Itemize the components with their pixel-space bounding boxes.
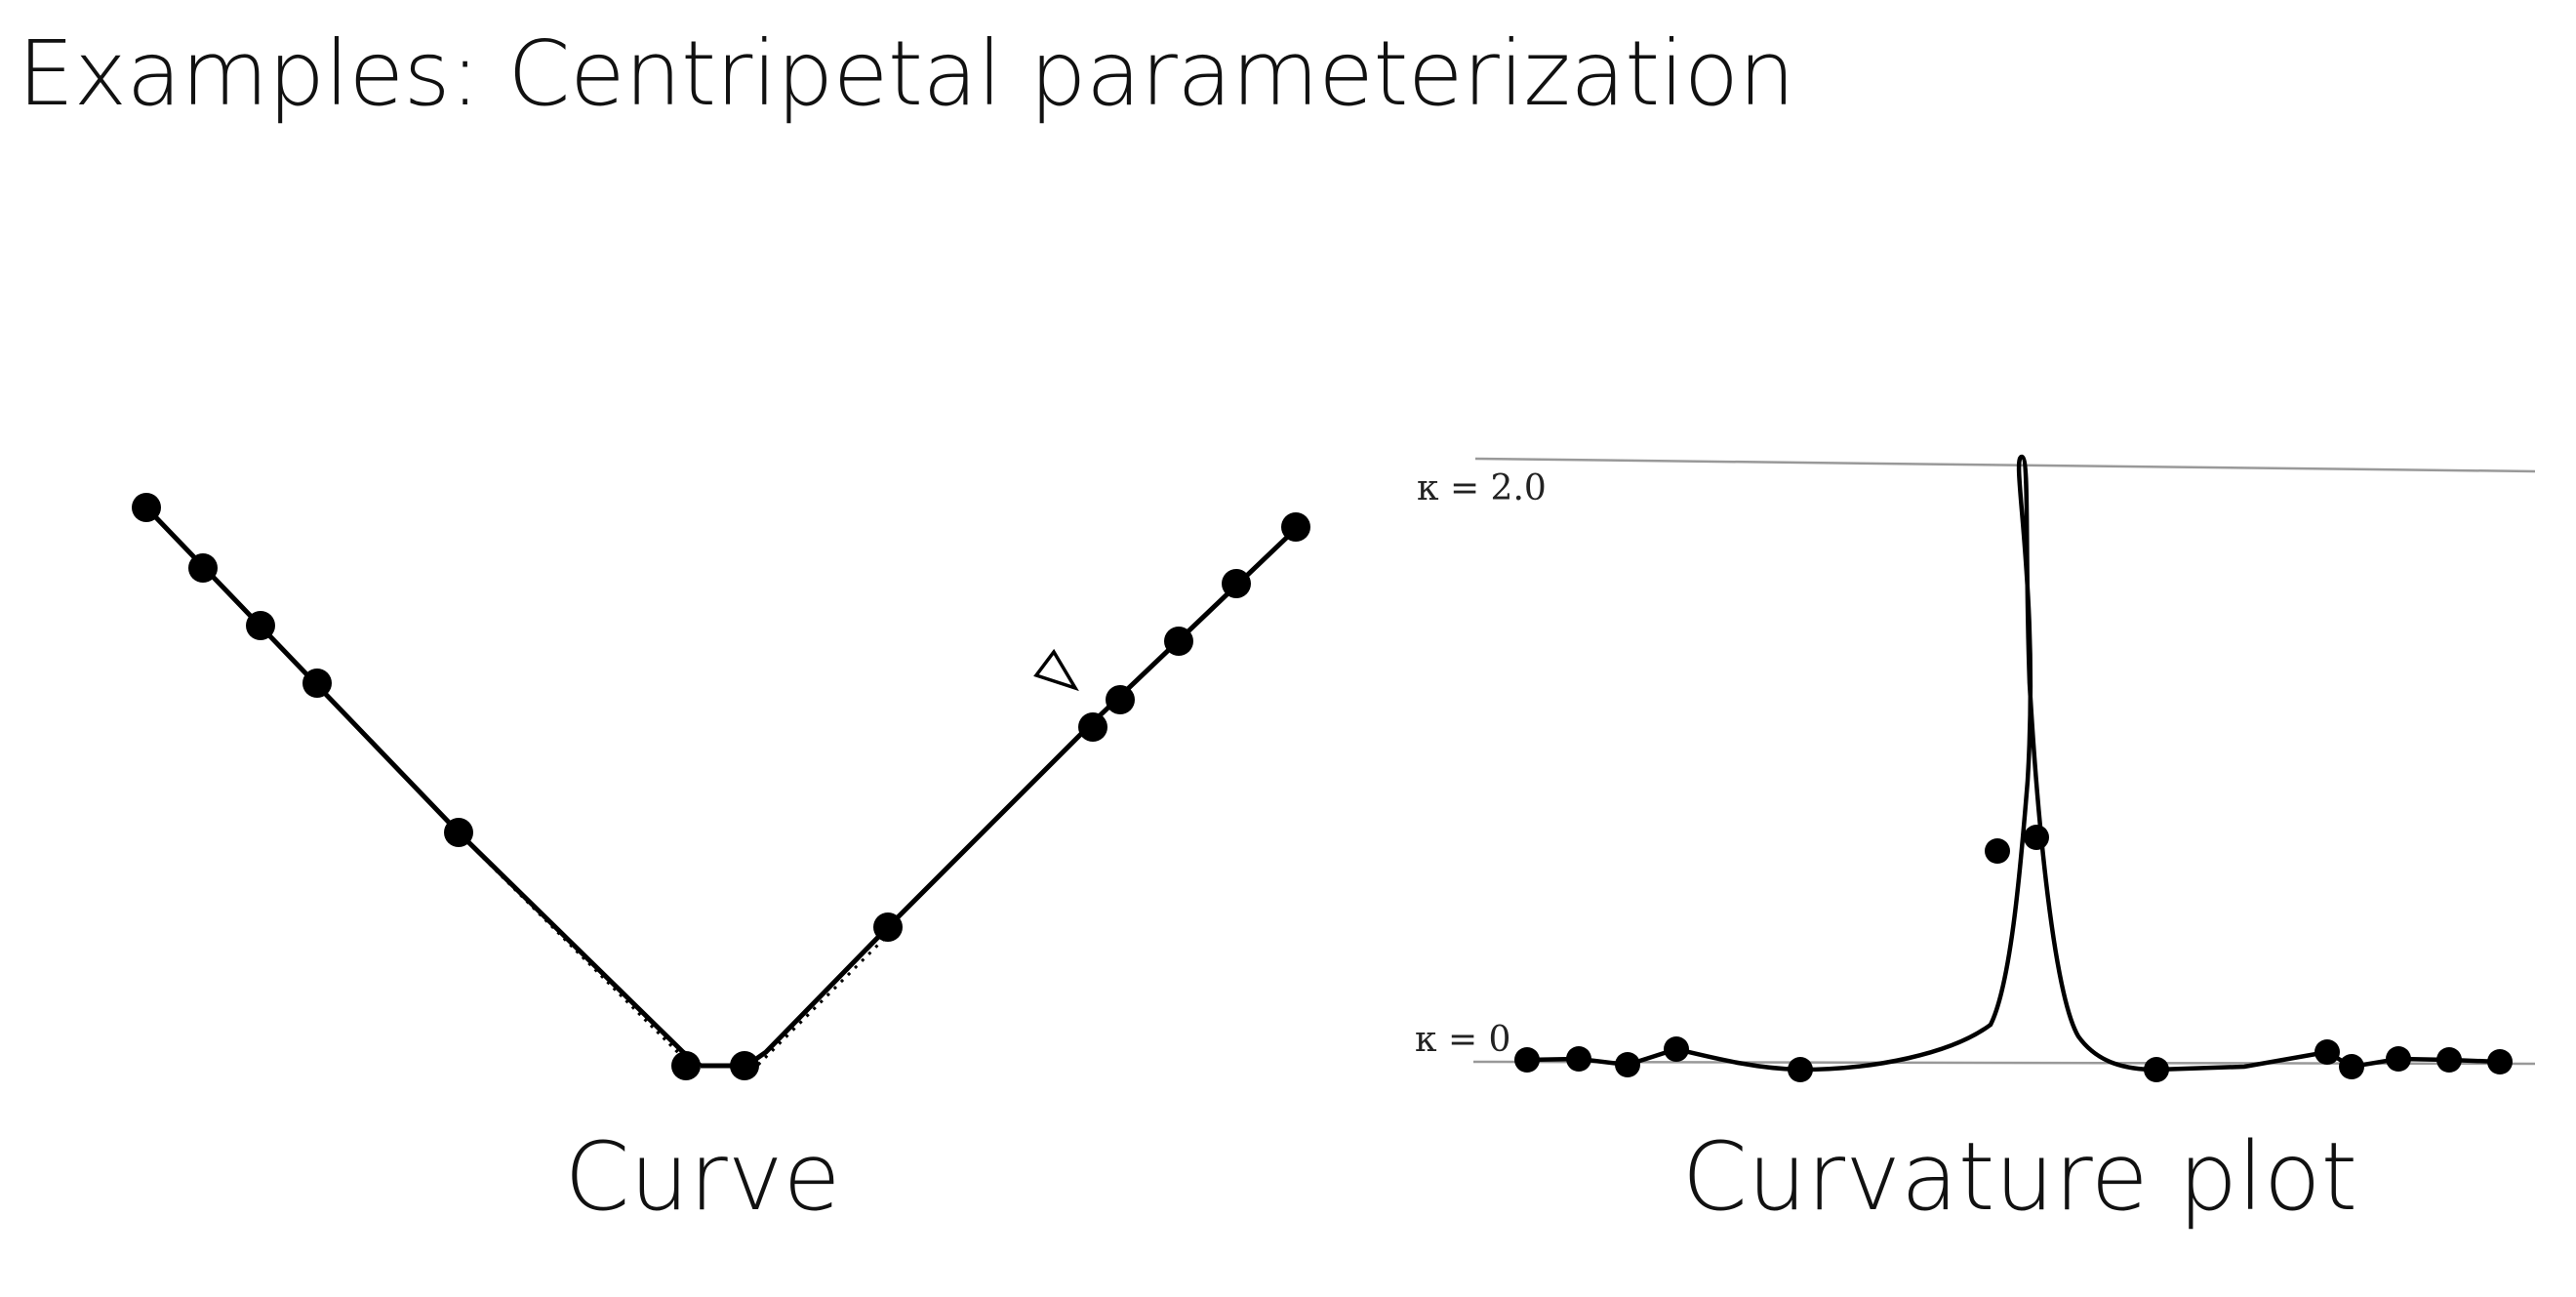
curve-right-branch: [745, 525, 1300, 1069]
curve-point: [730, 1051, 759, 1080]
curve-point: [1281, 512, 1310, 542]
curvature-point: [2436, 1047, 2462, 1073]
curvature-panel: κ = 2.0 κ = 0: [1415, 454, 2536, 1082]
control-polygon-dotted-left: [457, 831, 700, 1074]
curve-point: [1078, 712, 1107, 742]
triangle-outline-icon: [1033, 648, 1079, 692]
kappa-max-label: κ = 2.0: [1417, 468, 1547, 508]
curve-panel: [132, 493, 1310, 1080]
curve-point: [873, 912, 903, 942]
curvature-graph: [1526, 454, 2501, 1073]
curvature-point: [1985, 838, 2010, 864]
curve-point: [1106, 685, 1135, 714]
curvature-point: [2339, 1054, 2364, 1079]
curve-left-branch: [144, 506, 703, 1068]
curvature-point: [1615, 1052, 1640, 1077]
curve-point: [1222, 569, 1251, 598]
control-polygon-dotted-right: [749, 935, 888, 1074]
curve-point: [188, 553, 218, 583]
curvature-point: [1514, 1047, 1540, 1073]
curve-point: [671, 1051, 701, 1080]
curve-point: [302, 669, 332, 698]
curvature-plot-caption: Curvature plot: [1681, 1122, 2358, 1232]
curvature-point: [2386, 1046, 2411, 1072]
curve-point: [444, 818, 473, 847]
curvature-point: [2144, 1057, 2169, 1082]
curve-caption: Curve: [564, 1122, 841, 1232]
curve-point: [246, 611, 275, 640]
curvature-point: [2314, 1039, 2340, 1065]
curvature-point: [1664, 1036, 1689, 1062]
curve-point: [1164, 627, 1193, 656]
curvature-point: [1788, 1057, 1813, 1082]
curvature-point: [2024, 825, 2049, 850]
curvature-point: [1566, 1046, 1591, 1072]
kappa-zero-label: κ = 0: [1415, 1020, 1510, 1060]
curvature-point: [2487, 1049, 2513, 1074]
slide-title: Examples: Centripetal parameterization: [18, 21, 1795, 126]
curve-point: [132, 493, 161, 522]
kappa-max-reference-line: [1474, 457, 2536, 473]
